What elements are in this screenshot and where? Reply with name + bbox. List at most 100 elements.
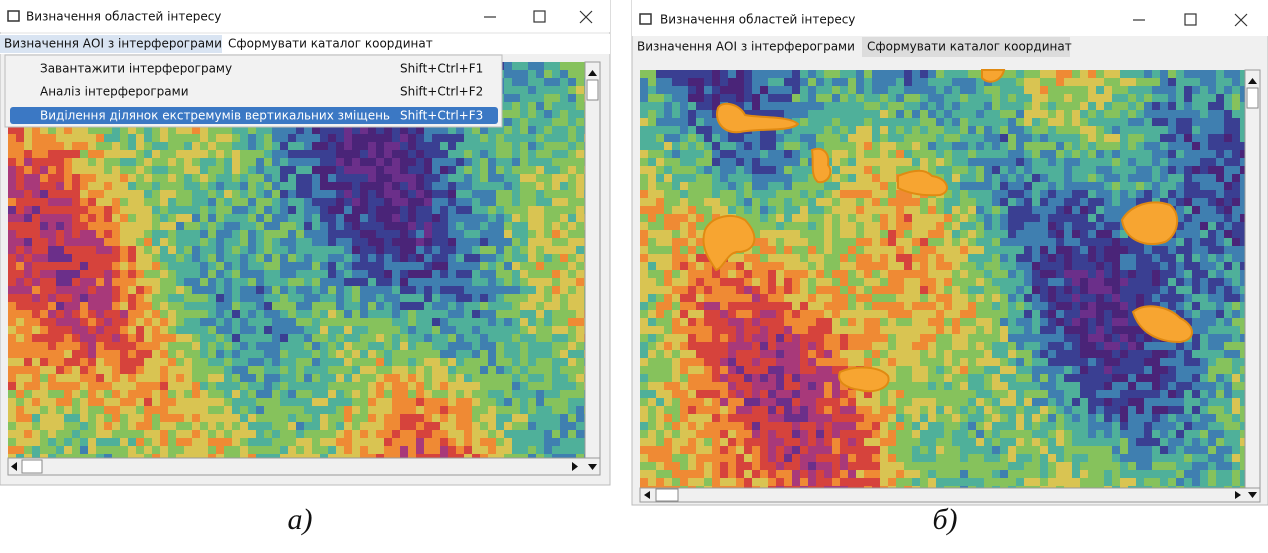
pixel	[544, 326, 552, 334]
pixel	[1160, 110, 1168, 118]
pixel	[328, 198, 336, 206]
pixel	[8, 382, 16, 390]
pixel	[296, 446, 304, 454]
menu-item[interactable]: Визначення АОІ з інтерферограми	[637, 40, 855, 54]
pixel	[968, 198, 976, 206]
pixel	[264, 158, 272, 166]
pixel	[72, 286, 80, 294]
pixel	[72, 446, 80, 454]
pixel	[968, 126, 976, 134]
pixel	[808, 102, 816, 110]
pixel	[192, 142, 200, 150]
scroll-thumb[interactable]	[22, 460, 42, 473]
pixel	[568, 142, 576, 150]
pixel	[16, 286, 24, 294]
pixel	[288, 318, 296, 326]
pixel	[552, 70, 560, 78]
pixel	[384, 366, 392, 374]
pixel	[568, 254, 576, 262]
pixel	[192, 262, 200, 270]
dropdown-item[interactable]: Аналіз інтерферограми	[40, 85, 189, 99]
menu-item[interactable]: Сформувати каталог координат	[228, 37, 433, 51]
pixel	[200, 190, 208, 198]
pixel	[1088, 86, 1096, 94]
pixel	[328, 342, 336, 350]
pixel	[520, 110, 528, 118]
pixel	[680, 94, 688, 102]
menu-item[interactable]: Визначення АОІ з інтерферограми	[4, 37, 222, 51]
pixel	[1000, 158, 1008, 166]
pixel	[992, 166, 1000, 174]
pixel	[672, 166, 680, 174]
pixel	[472, 174, 480, 182]
pixel	[1192, 142, 1200, 150]
pixel	[528, 190, 536, 198]
pixel	[24, 358, 32, 366]
pixel	[984, 182, 992, 190]
pixel	[456, 166, 464, 174]
pixel	[80, 238, 88, 246]
pixel	[304, 326, 312, 334]
pixel	[232, 206, 240, 214]
pixel	[224, 134, 232, 142]
pixel	[448, 254, 456, 262]
pixel	[1136, 190, 1144, 198]
pixel	[1144, 150, 1152, 158]
pixel	[224, 382, 232, 390]
pixel	[1056, 78, 1064, 86]
pixel	[120, 206, 128, 214]
pixel	[520, 358, 528, 366]
horizontal-scrollbar[interactable]	[8, 458, 600, 475]
scroll-thumb[interactable]	[587, 80, 598, 100]
pixel	[1064, 70, 1072, 78]
pixel	[288, 246, 296, 254]
menu-item[interactable]: Сформувати каталог координат	[867, 40, 1072, 54]
pixel	[960, 102, 968, 110]
pixel	[1112, 94, 1120, 102]
pixel	[344, 150, 352, 158]
pixel	[576, 182, 584, 190]
pixel	[1128, 94, 1136, 102]
pixel	[904, 102, 912, 110]
pixel	[232, 302, 240, 310]
pixel	[504, 350, 512, 358]
pixel	[176, 438, 184, 446]
pixel	[88, 214, 96, 222]
pixel	[912, 110, 920, 118]
pixel	[1152, 174, 1160, 182]
pixel	[344, 214, 352, 222]
pixel	[512, 326, 520, 334]
pixel	[952, 174, 960, 182]
pixel	[1192, 118, 1200, 126]
pixel	[392, 334, 400, 342]
pixel	[336, 422, 344, 430]
pixel	[1064, 94, 1072, 102]
pixel	[248, 446, 256, 454]
pixel	[1064, 182, 1072, 190]
pixel	[56, 406, 64, 414]
pixel	[568, 198, 576, 206]
pixel	[312, 302, 320, 310]
pixel	[176, 294, 184, 302]
pixel	[64, 446, 72, 454]
pixel	[544, 150, 552, 158]
dropdown-item[interactable]: Завантажити інтерферограму	[40, 62, 232, 76]
pixel	[64, 406, 72, 414]
pixel	[512, 350, 520, 358]
pixel	[272, 134, 280, 142]
pixel	[384, 222, 392, 230]
vertical-scrollbar[interactable]	[585, 62, 600, 458]
pixel	[176, 446, 184, 454]
pixel	[264, 246, 272, 254]
pixel	[304, 374, 312, 382]
pixel	[864, 158, 872, 166]
dropdown-item[interactable]: Виділення ділянок екстремумів вертикальн…	[40, 109, 390, 123]
pixel	[384, 166, 392, 174]
pixel	[168, 246, 176, 254]
pixel	[232, 374, 240, 382]
pixel	[56, 454, 64, 458]
pixel	[144, 134, 152, 142]
pixel	[48, 430, 56, 438]
pixel	[1216, 158, 1224, 166]
pixel	[72, 382, 80, 390]
